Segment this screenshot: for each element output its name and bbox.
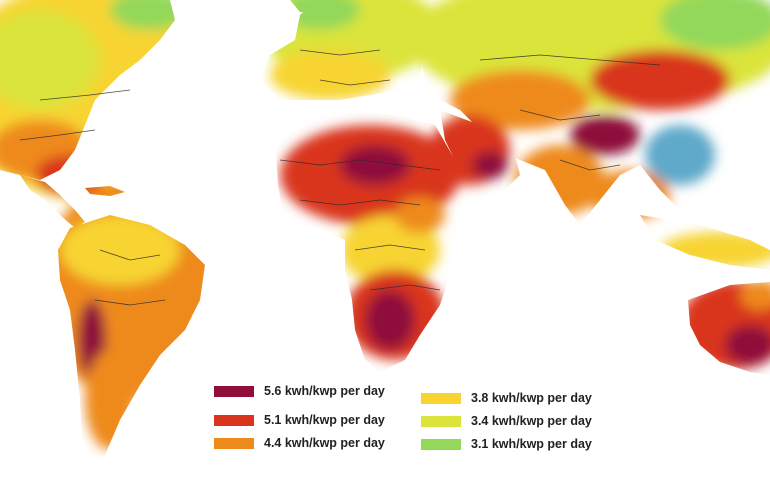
legend-item-3-1: 3.1 kwh/kwp per day	[421, 437, 592, 451]
legend-label: 3.1 kwh/kwp per day	[471, 437, 592, 451]
border-line	[319, 79, 391, 86]
border-line	[519, 109, 601, 121]
heat-central-asia	[450, 70, 590, 130]
border-line	[99, 249, 161, 261]
legend-item-5-6: 5.6 kwh/kwp per day	[214, 384, 385, 398]
legend-swatch	[421, 415, 461, 427]
legend-label: 4.4 kwh/kwp per day	[264, 436, 385, 450]
heat-ethiopia	[395, 197, 445, 233]
legend-item-3-4: 3.4 kwh/kwp per day	[421, 414, 592, 428]
legend-label: 5.6 kwh/kwp per day	[264, 384, 385, 398]
heat-arctic	[110, 0, 190, 30]
border-line	[559, 159, 621, 171]
border-line	[479, 54, 661, 66]
legend-label: 5.1 kwh/kwp per day	[264, 413, 385, 427]
legend-item-5-1: 5.1 kwh/kwp per day	[214, 413, 385, 427]
legend-label: 3.8 kwh/kwp per day	[471, 391, 592, 405]
border-line	[19, 129, 96, 141]
heat-amazon	[60, 215, 180, 285]
heat-east-siberia	[660, 0, 770, 50]
border-line	[299, 49, 381, 56]
country-borders	[19, 49, 661, 306]
legend-item-3-8: 3.8 kwh/kwp per day	[421, 391, 592, 405]
border-line	[39, 89, 131, 101]
heat-china-basin	[645, 125, 715, 185]
heat-scandinavia	[280, 0, 360, 30]
legend-swatch	[421, 392, 461, 404]
legend-swatch	[421, 438, 461, 450]
border-line	[94, 299, 166, 306]
legend-swatch	[214, 385, 254, 397]
border-line	[369, 284, 441, 291]
heat-sahara-core	[340, 145, 410, 185]
heat-south-europe	[270, 50, 390, 100]
legend-swatch	[214, 437, 254, 449]
heat-canada	[0, 10, 100, 110]
heat-tibet	[570, 115, 640, 155]
heat-north-australia	[740, 280, 770, 310]
heat-mongolia	[590, 50, 730, 110]
border-line	[279, 159, 441, 171]
border-line	[299, 199, 421, 206]
heat-kalahari	[365, 290, 415, 350]
heat-australia-core	[725, 325, 770, 365]
legend-item-4-4: 4.4 kwh/kwp per day	[214, 436, 385, 450]
legend-swatch	[214, 414, 254, 426]
legend-label: 3.4 kwh/kwp per day	[471, 414, 592, 428]
heat-arabia-core	[472, 151, 508, 179]
legend: 5.6 kwh/kwp per day 5.1 kwh/kwp per day …	[214, 384, 614, 454]
border-line	[354, 244, 426, 251]
